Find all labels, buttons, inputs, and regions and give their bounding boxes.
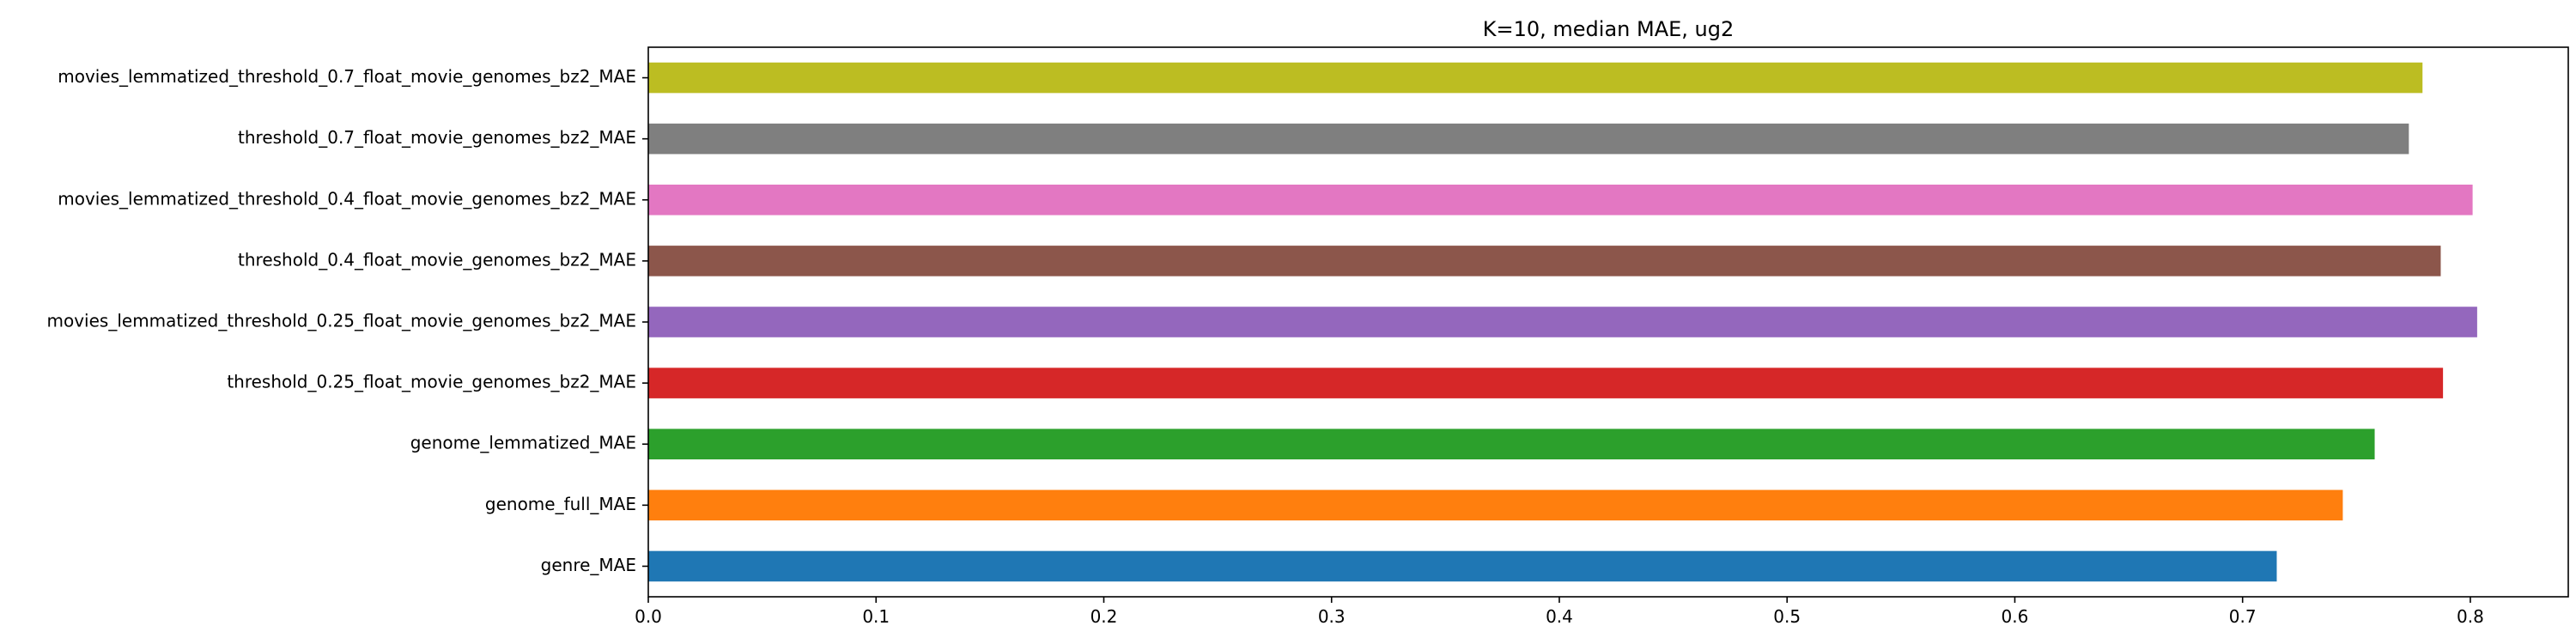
category-label: movies_lemmatized_threshold_0.7_float_mo… [58, 66, 636, 87]
category-label: movies_lemmatized_threshold_0.25_float_m… [47, 311, 637, 331]
bar [648, 307, 2477, 337]
plot-frame [647, 46, 2569, 598]
bar [648, 123, 2409, 155]
bar [648, 550, 2277, 582]
x-tick-label: 0.5 [1773, 606, 1801, 627]
bar [648, 62, 2423, 94]
bar [648, 489, 2343, 521]
x-tick-label: 0.6 [2002, 606, 2029, 627]
x-tick-label: 0.4 [1546, 606, 1573, 627]
x-tick-label: 0.2 [1091, 606, 1118, 627]
chart-title: K=10, median MAE, ug2 [1483, 17, 1735, 41]
category-label: movies_lemmatized_threshold_0.4_float_mo… [58, 188, 636, 209]
category-label: genome_full_MAE [485, 494, 636, 514]
x-tick-label: 0.8 [2457, 606, 2484, 627]
y-axis: genre_MAE genome_full_MAE genome_lemmatize… [47, 66, 648, 575]
x-tick-label: 0.7 [2229, 606, 2257, 627]
x-tick-label: 0.0 [635, 606, 662, 627]
category-label: threshold_0.25_float_movie_genomes_bz2_M… [227, 372, 636, 392]
x-tick-label: 0.3 [1318, 606, 1346, 627]
bars-group [648, 62, 2477, 582]
category-label: threshold_0.4_float_movie_genomes_bz2_MA… [238, 249, 636, 270]
x-tick-label: 0.1 [862, 606, 890, 627]
category-label: threshold_0.7_float_movie_genomes_bz2_MA… [238, 127, 636, 148]
bar [648, 368, 2444, 398]
bar [648, 246, 2441, 276]
category-label: genome_lemmatized_MAE [410, 433, 636, 453]
bar [648, 185, 2473, 216]
x-axis: 0.0 0.1 0.2 0.3 0.4 0.5 0.6 0.7 0.8 [635, 597, 2484, 627]
bar [648, 428, 2375, 459]
category-label: genre_MAE [541, 555, 636, 575]
